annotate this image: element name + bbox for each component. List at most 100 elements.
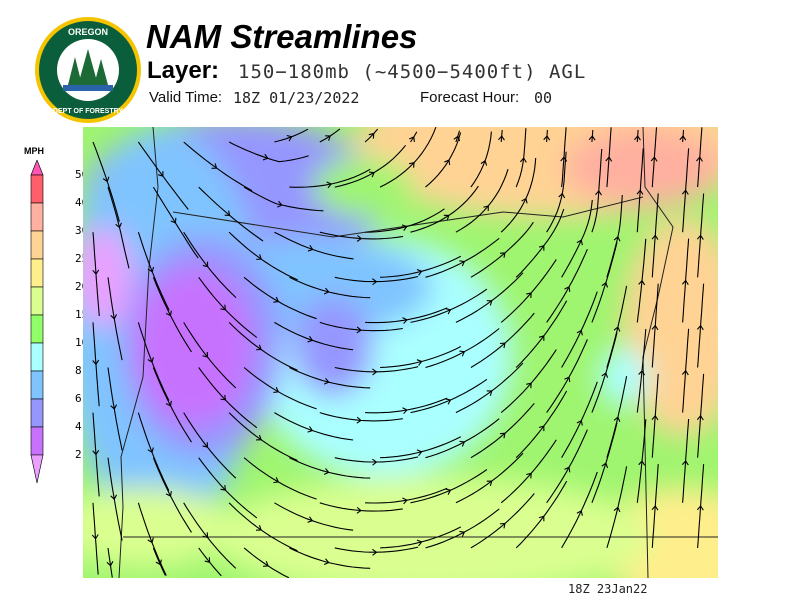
streamline-arrow	[325, 135, 331, 141]
streamline-arrow	[92, 359, 100, 366]
streamline-arrow	[576, 419, 583, 426]
streamline-arrow	[273, 296, 280, 303]
legend-swatch	[30, 174, 44, 204]
streamline-arrow	[499, 432, 506, 439]
streamline-arrow	[165, 490, 172, 497]
streamline-arrow	[564, 376, 571, 383]
streamline	[107, 547, 113, 578]
legend-swatch	[30, 258, 44, 288]
streamline-arrow	[526, 382, 532, 389]
legend-tick: 6	[75, 392, 82, 405]
streamline-arrow	[110, 494, 118, 501]
streamline-arrow	[498, 135, 505, 141]
streamline-arrow	[202, 351, 209, 358]
streamline-arrow	[356, 416, 362, 424]
streamline-arrow	[519, 157, 527, 163]
streamline-arrow	[445, 488, 452, 495]
streamline-arrow	[576, 239, 583, 246]
streamline-arrow	[499, 252, 506, 258]
streamline-arrow	[92, 269, 100, 276]
streamline-arrow	[147, 266, 155, 273]
streamline	[425, 132, 462, 188]
streamline-arrow	[220, 304, 227, 311]
streamline-arrow	[368, 132, 375, 139]
legend-over-triangle	[30, 159, 44, 176]
streamline-arrow	[651, 505, 659, 511]
streamline-arrow	[486, 300, 493, 306]
streamline-map	[83, 127, 718, 578]
streamline-arrow	[326, 181, 333, 189]
streamline-arrow	[696, 414, 704, 421]
streamline-arrow	[499, 522, 506, 529]
streamline-arrow	[262, 153, 269, 161]
streamline-arrow	[651, 234, 659, 240]
streamline-arrow	[681, 279, 689, 286]
streamline-arrow	[696, 234, 704, 240]
streamline-arrow	[307, 335, 314, 343]
streamline-arrow	[256, 525, 262, 531]
streamline-arrow	[147, 357, 154, 363]
legend-tick: 8	[75, 364, 82, 377]
streamline-arrow	[444, 159, 451, 166]
legend-tick: 4	[75, 420, 82, 433]
streamline-arrow	[307, 426, 314, 433]
streamline-arrow	[224, 210, 231, 217]
streamline-arrow	[155, 559, 162, 566]
page-title: NAM Streamlines	[146, 18, 418, 55]
streamline-arrow	[605, 156, 613, 162]
streamline	[243, 547, 290, 578]
streamline-arrow	[416, 539, 423, 547]
streamline-arrow	[273, 477, 280, 484]
streamline-arrow	[480, 159, 488, 166]
streamline-arrow	[651, 414, 659, 421]
streamline-arrow	[613, 416, 621, 422]
streamline-arrow	[650, 156, 658, 162]
streamline-arrow	[263, 561, 269, 567]
map-timestamp: 18Z 23Jan22	[568, 582, 648, 596]
streamline-arrow	[521, 197, 528, 204]
odf-logo: OREGON DEPT OF FORESTRY	[33, 15, 143, 125]
streamline-arrow	[564, 286, 571, 292]
streamline-arrow	[115, 222, 122, 229]
streamline-arrow	[526, 472, 532, 479]
streamline-arrow	[588, 135, 596, 141]
streamline-arrow	[256, 254, 262, 260]
streamline-arrow	[110, 314, 118, 320]
streamline-arrow	[323, 468, 330, 475]
streamline-arrow	[202, 532, 209, 539]
streamline-arrow	[273, 386, 280, 393]
layer-label: Layer:	[147, 57, 220, 84]
streamline-arrow	[486, 480, 493, 487]
streamline-arrow	[110, 404, 118, 410]
legend-swatch	[30, 342, 44, 372]
streamline-arrow	[401, 224, 408, 231]
svg-text:DEPT OF FORESTRY: DEPT OF FORESTRY	[53, 108, 123, 115]
streamline-arrow	[538, 425, 545, 432]
streamline-arrow	[459, 440, 466, 447]
streamline-arrow	[601, 281, 609, 288]
streamline-arrow	[416, 268, 423, 276]
streamline-arrow	[157, 171, 164, 177]
streamline	[152, 547, 166, 576]
streamline-arrow	[307, 245, 314, 252]
streamline-arrow	[636, 189, 644, 195]
streamline-arrow	[323, 558, 330, 566]
streamline-arrow	[165, 310, 172, 317]
streamline-arrow	[147, 447, 154, 454]
state-border	[118, 127, 159, 578]
streamline-arrow	[202, 442, 209, 448]
streamline-arrow	[416, 449, 423, 457]
streamline-arrow	[202, 261, 209, 268]
streamline-arrow	[445, 398, 452, 405]
streamline-arrow	[558, 192, 566, 199]
streamline-arrow	[538, 335, 545, 341]
layer-value: 150−180mb (~4500−5400ft) AGL	[238, 61, 587, 83]
streamline-arrow	[601, 462, 609, 469]
legend-tick: 2	[75, 448, 82, 461]
streamline-arrow	[681, 189, 689, 195]
streamline-arrow	[372, 368, 378, 376]
streamline-arrow	[538, 244, 545, 251]
streamline-arrow	[543, 135, 551, 141]
streamline-arrow	[459, 530, 466, 537]
legend-swatch	[30, 370, 44, 400]
